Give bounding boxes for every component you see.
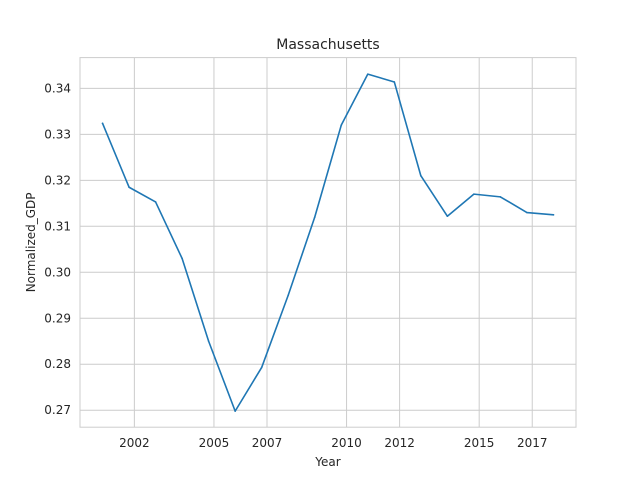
- y-tick-label: 0.30: [44, 265, 71, 279]
- y-axis-label: Normalized_GDP: [24, 192, 38, 292]
- data-point: [287, 294, 290, 297]
- series-line: [101, 73, 555, 412]
- data-point: [128, 186, 130, 189]
- y-tick-label: 0.34: [44, 81, 71, 95]
- data-point: [366, 73, 369, 75]
- data-point: [393, 81, 396, 83]
- data-point: [526, 211, 528, 214]
- data-point: [499, 196, 502, 198]
- data-point: [552, 214, 555, 216]
- y-tick-label: 0.28: [44, 357, 71, 371]
- data-point: [207, 340, 210, 343]
- y-tick-label: 0.31: [44, 219, 71, 233]
- data-point: [260, 366, 263, 369]
- data-point: [340, 124, 343, 126]
- x-tick-label: 2017: [517, 436, 548, 450]
- data-point: [446, 215, 449, 217]
- x-tick-label: 2005: [199, 436, 230, 450]
- x-axis-label: Year: [314, 455, 340, 469]
- y-tick-label: 0.27: [44, 403, 71, 417]
- y-tick-label: 0.29: [44, 311, 71, 325]
- y-axis-ticks: 0.27 0.28 0.29 0.30 0.31 0.32 0.33 0.34: [44, 81, 71, 417]
- data-point: [154, 201, 157, 203]
- data-point: [473, 193, 475, 195]
- data-point: [313, 216, 316, 218]
- y-tick-label: 0.32: [44, 173, 71, 187]
- x-axis-ticks: 2002 2005 2007 2010 2012 2015 2017: [119, 436, 547, 450]
- x-tick-label: 2002: [119, 436, 150, 450]
- x-tick-label: 2012: [384, 436, 415, 450]
- grid: [80, 57, 576, 428]
- chart-title: Massachusetts: [276, 37, 379, 53]
- data-point: [181, 257, 183, 260]
- x-tick-label: 2015: [464, 436, 495, 450]
- x-tick-label: 2007: [252, 436, 283, 450]
- series-layer: [101, 73, 555, 412]
- y-tick-label: 0.33: [44, 127, 71, 141]
- data-point: [101, 122, 104, 125]
- data-point: [420, 174, 422, 177]
- plot-frame: [79, 57, 577, 428]
- data-point: [234, 410, 236, 412]
- x-tick-label: 2010: [331, 436, 362, 450]
